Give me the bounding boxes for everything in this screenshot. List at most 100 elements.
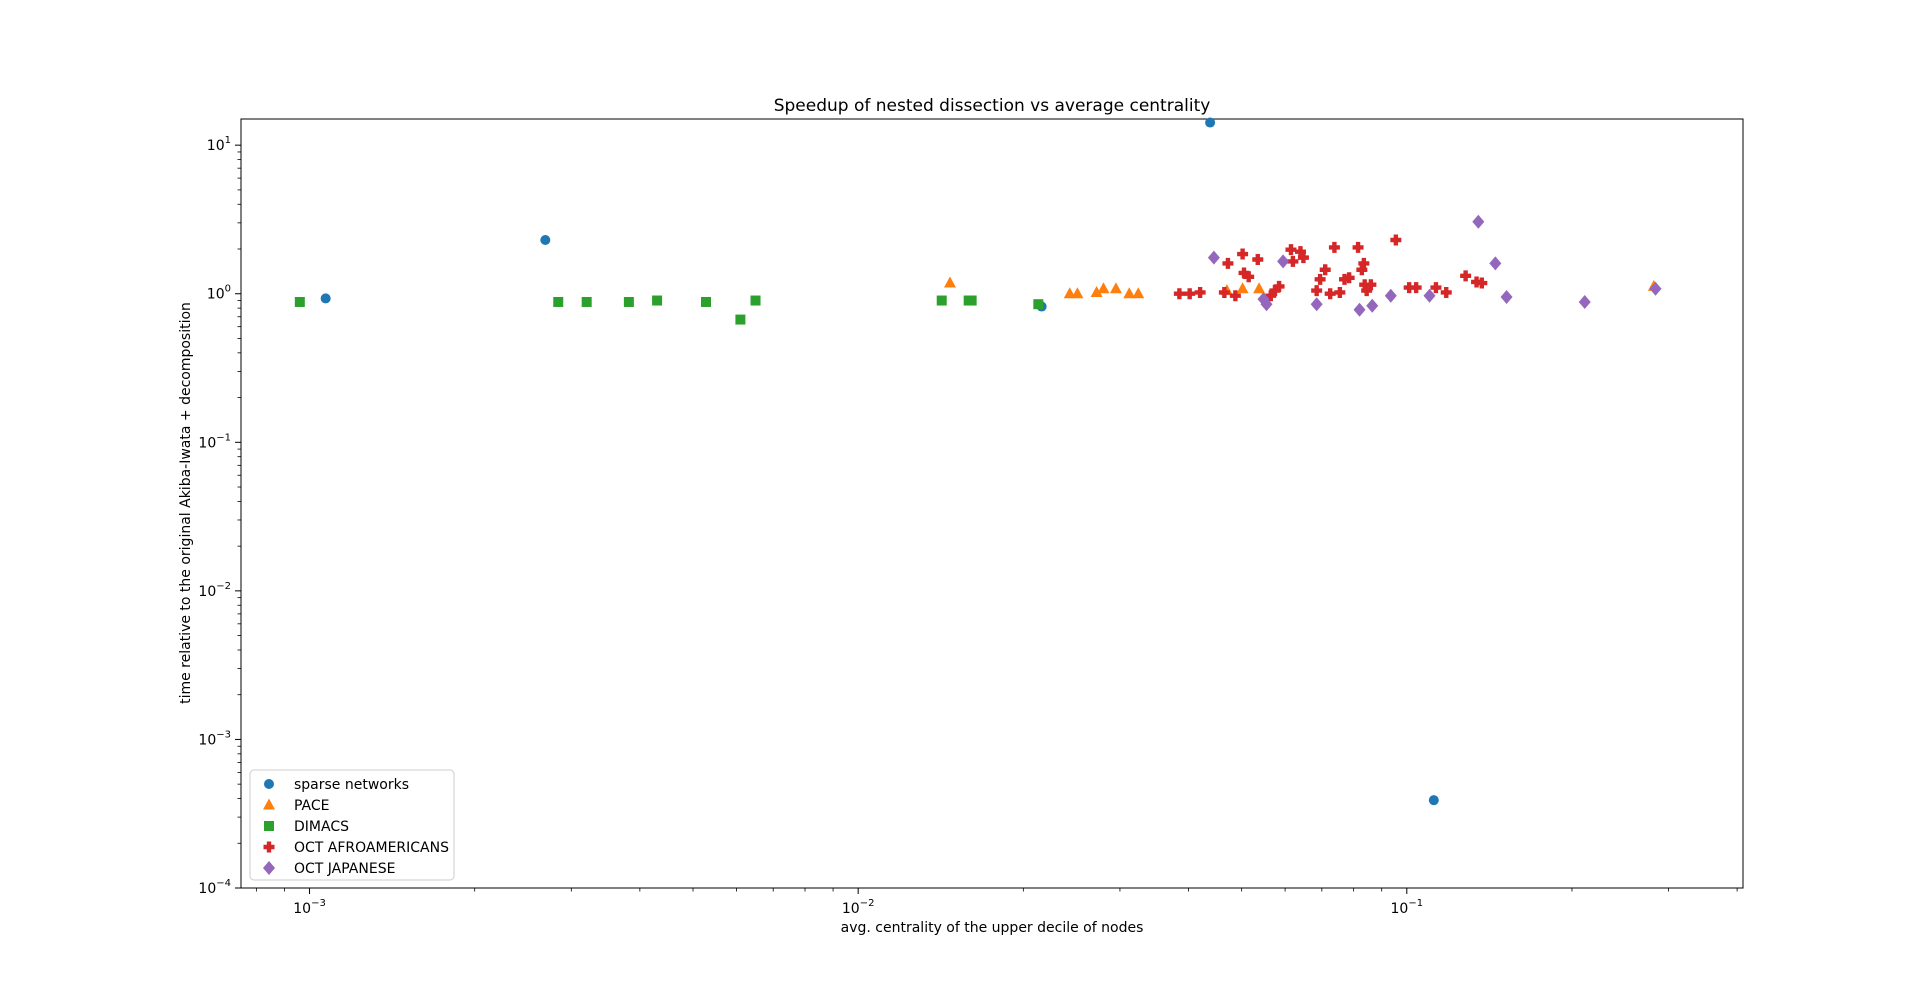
y-tick-label: 10−2 [198, 581, 231, 600]
legend-marker [264, 821, 274, 831]
x-tick-label: 10−1 [1391, 898, 1424, 917]
legend-box [249, 769, 455, 881]
data-point [581, 296, 592, 307]
data-point [1365, 279, 1377, 291]
data-point [1229, 290, 1241, 302]
data-point [966, 295, 977, 306]
data-point [1352, 241, 1364, 253]
series-dimacs [294, 295, 1044, 325]
legend: sparse networks PACE DIMACS OCT AFROAMERICA… [249, 769, 455, 881]
data-point [1238, 267, 1250, 279]
data-point [1358, 257, 1370, 269]
data-point [1384, 288, 1397, 303]
data-point [1184, 288, 1196, 300]
data-point [623, 296, 634, 307]
data-point [1353, 302, 1366, 317]
plot-area [240, 118, 1744, 889]
legend-marker [263, 841, 275, 853]
data-point [1361, 285, 1373, 297]
data-point [1311, 285, 1323, 297]
data-point [1324, 288, 1336, 300]
data-point [1334, 286, 1346, 298]
data-point [1366, 298, 1379, 313]
data-point [1328, 241, 1340, 253]
data-point [735, 314, 746, 325]
data-point [1222, 257, 1234, 269]
series-oct-japanese [1207, 214, 1662, 317]
x-tick-label: 10−3 [293, 898, 326, 917]
data-point [1090, 285, 1103, 297]
data-point [1500, 290, 1513, 305]
data-point [936, 295, 947, 306]
x-tick-label: 10−2 [842, 898, 875, 917]
series-sparse-networks [320, 117, 1439, 806]
data-point [1236, 282, 1249, 294]
data-point [1252, 253, 1264, 265]
data-point [1063, 287, 1076, 299]
data-point [1285, 244, 1297, 256]
data-point [1253, 282, 1266, 294]
data-point [1033, 299, 1044, 310]
data-point [320, 293, 331, 304]
x-axis-label: avg. centrality of the upper decile of n… [841, 920, 1144, 936]
data-point [1173, 288, 1185, 300]
data-point [1273, 280, 1285, 292]
data-point [1578, 294, 1591, 309]
data-point [1287, 255, 1299, 267]
data-point [1109, 282, 1122, 294]
legend-label: PACE [294, 798, 330, 814]
data-point [701, 296, 712, 307]
data-point [294, 296, 305, 307]
data-point [1359, 279, 1371, 291]
data-point [1269, 285, 1281, 297]
legend-label: DIMACS [294, 819, 349, 835]
data-point [1423, 288, 1436, 303]
y-tick-label: 10−3 [198, 729, 231, 748]
data-point [1194, 286, 1206, 298]
data-point [943, 276, 956, 288]
legend-label: sparse networks [294, 777, 409, 793]
data-point [540, 234, 551, 245]
data-point [1649, 281, 1662, 296]
data-point [1428, 795, 1439, 806]
data-point [553, 296, 564, 307]
y-tick-label: 10−4 [198, 878, 231, 897]
axes-frame [240, 118, 1744, 889]
data-point [1460, 270, 1472, 282]
data-point [1310, 297, 1323, 312]
data-point [1132, 287, 1145, 299]
data-point [1343, 272, 1355, 284]
data-point [1123, 287, 1136, 299]
legend-marker [263, 798, 275, 810]
data-point [1319, 264, 1331, 276]
data-point [1489, 256, 1502, 271]
data-point [1403, 282, 1415, 294]
y-tick-label: 101 [207, 135, 231, 154]
tick-layer: 10−3 10−2 10−1 10−4 10−3 10−2 10−1 100 101 [198, 135, 1738, 917]
legend-marker [264, 779, 274, 789]
chart-title: Speedup of nested dissection vs average … [774, 96, 1211, 116]
data-point [1207, 250, 1220, 265]
legend-label: OCT AFROAMERICANS [294, 840, 449, 856]
legend-label: OCT JAPANESE [294, 861, 395, 877]
data-point [1440, 286, 1452, 298]
y-tick-label: 10−1 [198, 432, 231, 451]
data-point [1410, 282, 1422, 294]
data-point [1071, 287, 1084, 299]
data-point [1314, 273, 1326, 285]
data-point [1294, 246, 1306, 258]
data-point [1472, 214, 1485, 229]
data-point [1390, 234, 1402, 246]
data-point [1237, 248, 1249, 260]
data-points [294, 117, 1662, 806]
data-point [1356, 264, 1368, 276]
data-point [1430, 282, 1442, 294]
data-point [1205, 117, 1216, 128]
data-point [1260, 297, 1273, 312]
data-point [1265, 290, 1277, 302]
data-point [1243, 271, 1255, 283]
data-point [652, 295, 663, 306]
series-pace [943, 276, 1660, 299]
y-axis-label: time relative to the original Akiba-Iwat… [178, 302, 194, 704]
